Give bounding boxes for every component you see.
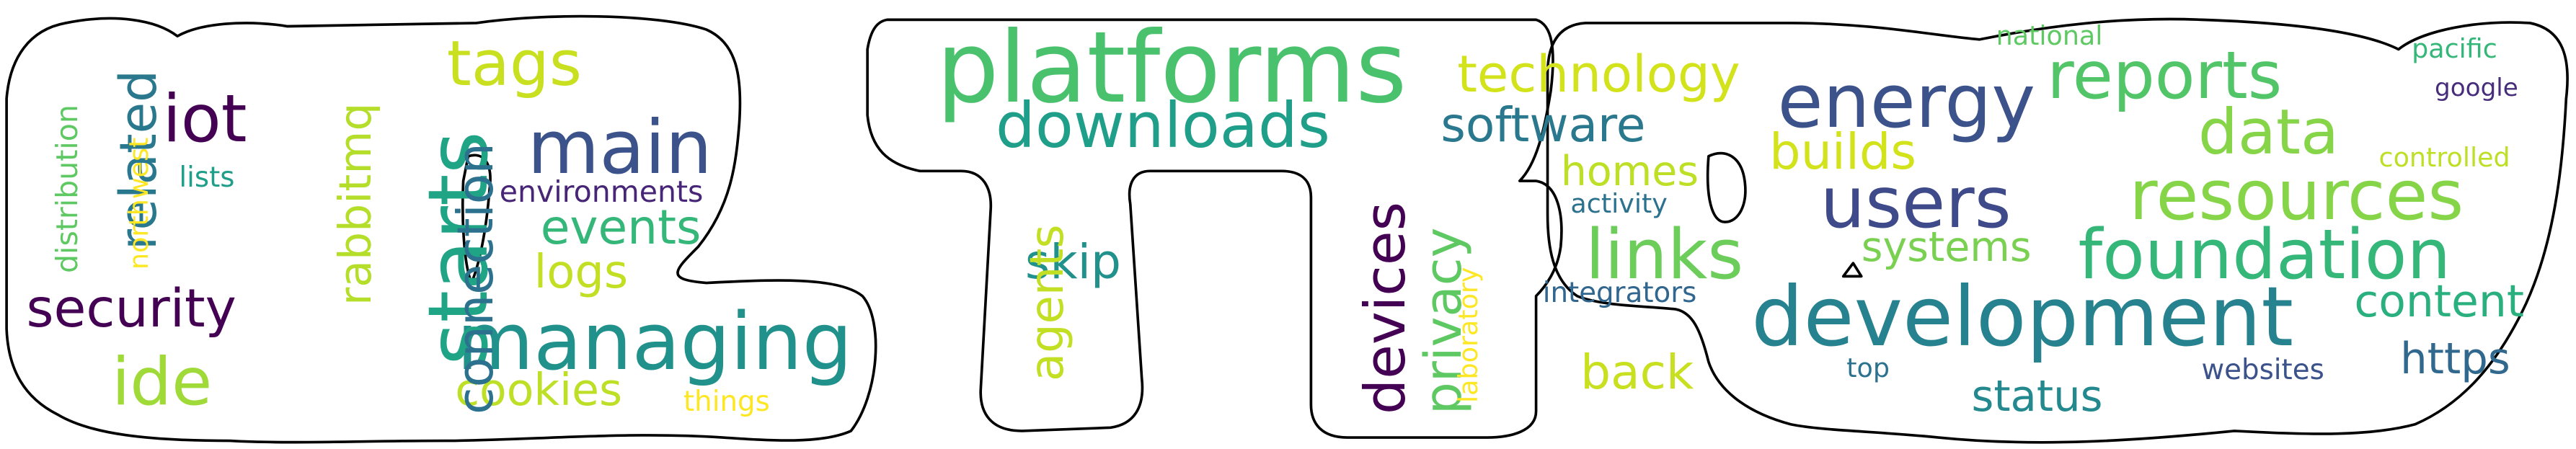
outline-left-notch bbox=[461, 154, 492, 285]
word-distribution: distribution bbox=[49, 104, 84, 273]
word-devices: devices bbox=[1353, 202, 1419, 415]
word-main: main bbox=[527, 105, 712, 192]
outline-left bbox=[5, 14, 877, 444]
word-software: software bbox=[1440, 97, 1646, 154]
word-managing: managing bbox=[456, 295, 853, 388]
word-development: development bbox=[1751, 269, 2294, 365]
word-iot: iot bbox=[162, 79, 247, 157]
word-google: google bbox=[2435, 73, 2518, 102]
word-events: events bbox=[540, 199, 701, 255]
outline-right-notch bbox=[1706, 151, 1747, 223]
outline-right bbox=[1546, 17, 2569, 444]
word-homes: homes bbox=[1560, 147, 1699, 195]
word-integrators: integrators bbox=[1542, 276, 1697, 309]
word-links: links bbox=[1585, 213, 1744, 295]
word-national: national bbox=[1996, 19, 2103, 51]
word-tags: tags bbox=[446, 27, 582, 100]
word-https: https bbox=[2400, 333, 2510, 383]
word-lists: lists bbox=[179, 161, 235, 195]
word-cookies: cookies bbox=[455, 364, 623, 417]
word-agents: agents bbox=[1020, 224, 1074, 382]
word-technology: technology bbox=[1457, 44, 1740, 105]
word-connection: connection bbox=[447, 143, 505, 415]
word-security: security bbox=[26, 277, 236, 339]
word-pacific: pacific bbox=[2412, 33, 2497, 65]
word-status: status bbox=[1971, 371, 2103, 422]
word-platforms: platforms bbox=[936, 11, 1407, 126]
word-content: content bbox=[2354, 275, 2525, 327]
word-systems: systems bbox=[1861, 223, 2032, 271]
word-skip: skip bbox=[1024, 234, 1121, 290]
word-energy: energy bbox=[1777, 59, 2036, 146]
outline-right-tick bbox=[1841, 262, 1863, 278]
word-northwest: northwest bbox=[123, 137, 155, 270]
word-reports: reports bbox=[2047, 37, 2283, 115]
word-foundation: foundation bbox=[2078, 213, 2451, 295]
word-controlled: controlled bbox=[2378, 141, 2510, 173]
outline-middle bbox=[866, 18, 1563, 439]
word-resources: resources bbox=[2129, 154, 2464, 236]
word-top: top bbox=[1846, 352, 1890, 383]
word-websites: websites bbox=[2201, 354, 2324, 387]
word-users: users bbox=[1820, 161, 2011, 244]
word-ide: ide bbox=[111, 342, 213, 420]
word-data: data bbox=[2197, 97, 2340, 169]
word-things: things bbox=[683, 385, 770, 418]
word-builds: builds bbox=[1769, 124, 1917, 181]
word-rabbitmq: rabbitmq bbox=[329, 102, 381, 306]
word-laboratory: laboratory bbox=[1452, 267, 1484, 404]
word-logs: logs bbox=[534, 245, 629, 299]
word-downloads: downloads bbox=[995, 90, 1330, 163]
word-environments: environments bbox=[499, 174, 704, 210]
word-activity: activity bbox=[1570, 187, 1668, 219]
word-back: back bbox=[1580, 344, 1694, 400]
